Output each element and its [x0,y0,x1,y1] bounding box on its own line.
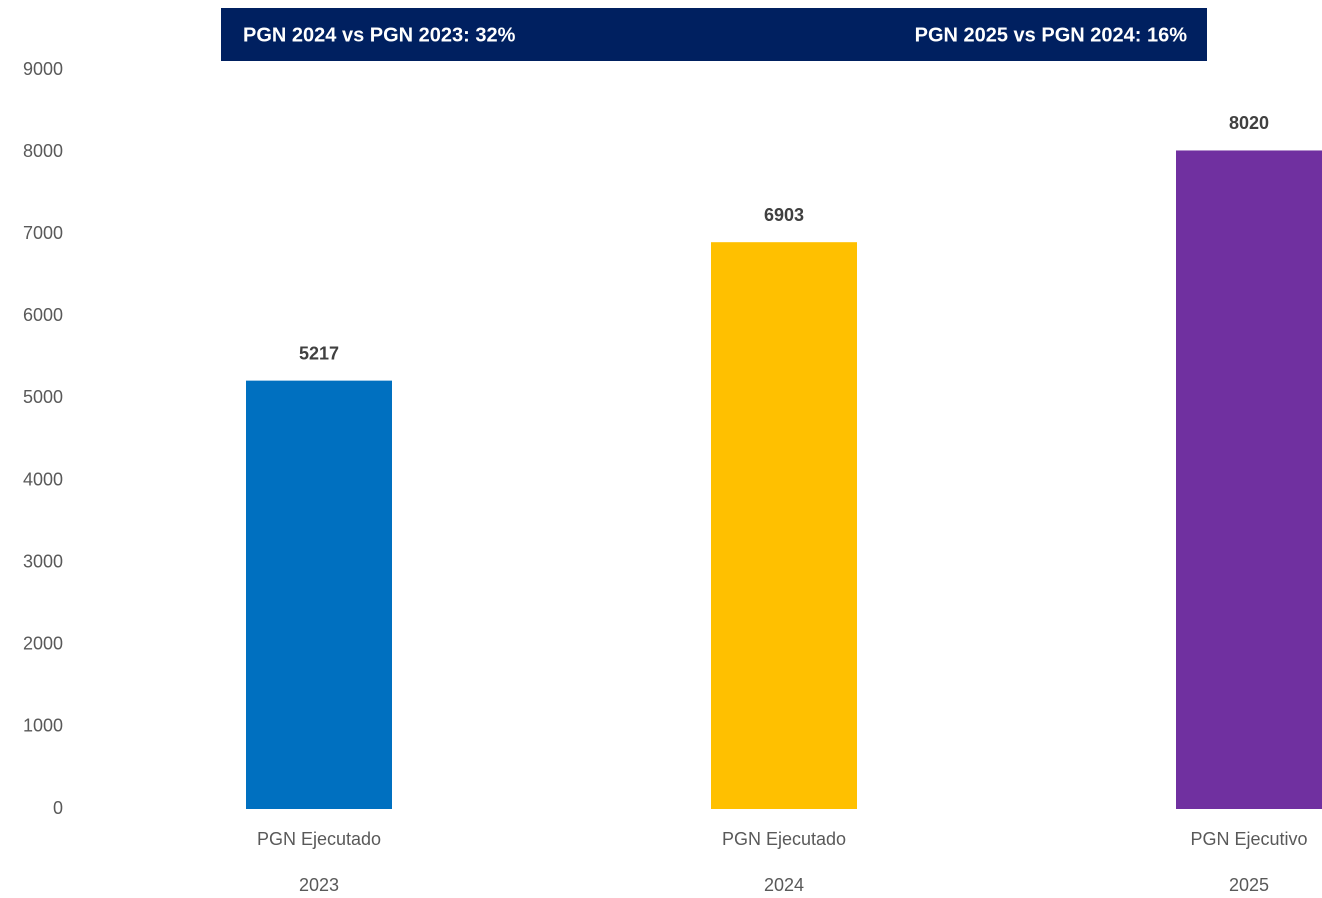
bar [1176,150,1322,810]
value-label: 8020 [1229,113,1269,133]
annotation: PGN 2025 vs PGN 2024: 16% [915,24,1188,46]
y-tick-label: 7000 [23,223,63,243]
x-tick-label: 2024 [764,875,804,895]
bar [246,380,392,809]
y-tick-label: 5000 [23,387,63,407]
bar [711,242,857,809]
value-label: 6903 [764,205,804,225]
annotation: PGN 2024 vs PGN 2023: 32% [243,24,516,46]
x-tick-label: PGN Ejecutado [722,829,846,849]
x-tick-label: PGN Ejecutado [257,829,381,849]
y-tick-label: 4000 [23,469,63,489]
x-tick-label: 2025 [1229,875,1269,895]
y-tick-label: 2000 [23,634,63,654]
x-tick-label: PGN Ejecutivo [1190,829,1307,849]
y-tick-label: 9000 [23,59,63,79]
y-tick-label: 6000 [23,305,63,325]
y-tick-label: 1000 [23,716,63,736]
y-tick-label: 0 [53,798,63,818]
y-tick-label: 8000 [23,141,63,161]
y-tick-label: 3000 [23,551,63,571]
x-tick-label: 2023 [299,875,339,895]
value-label: 5217 [299,343,339,363]
annotation-banner [221,8,1207,61]
